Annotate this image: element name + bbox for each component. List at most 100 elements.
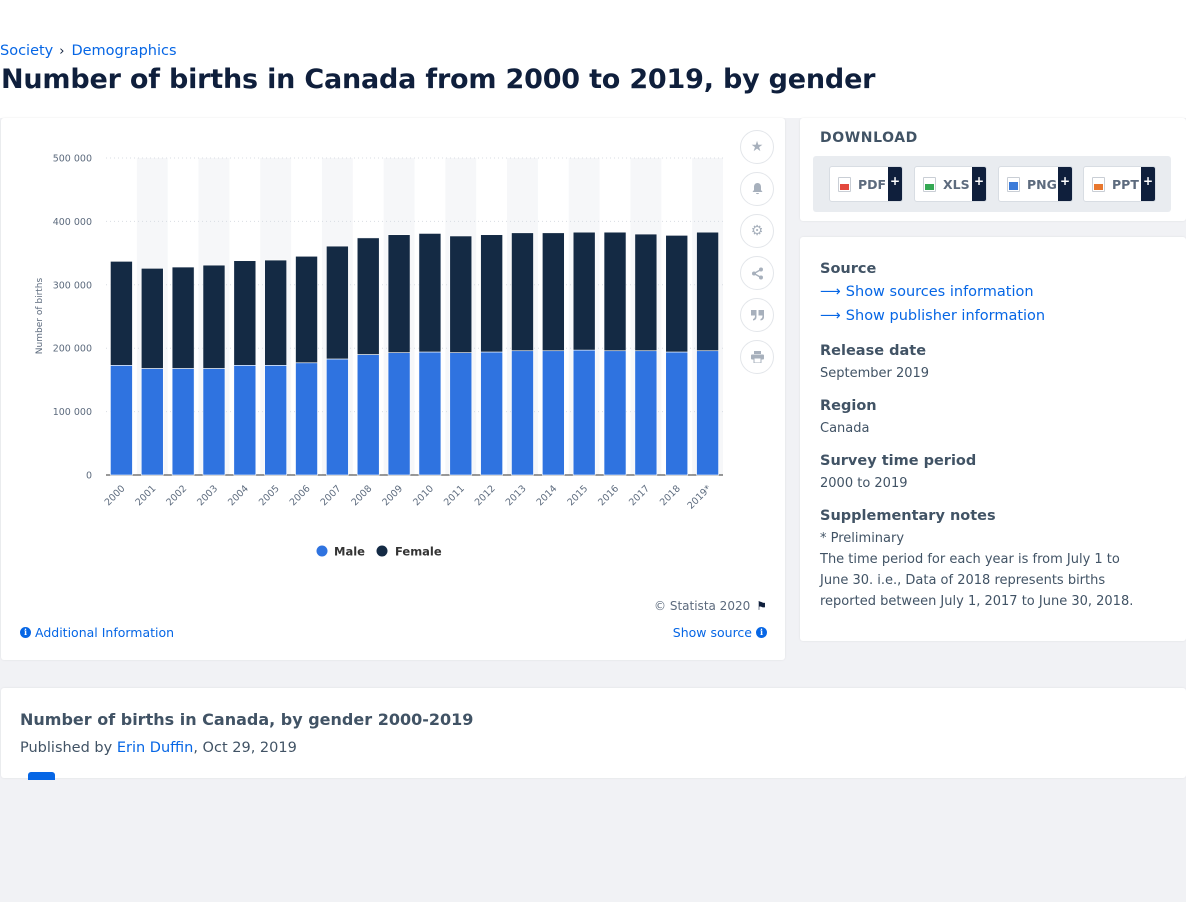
bar-male-2015[interactable] bbox=[572, 349, 596, 476]
bar-female-2014[interactable] bbox=[542, 232, 565, 352]
bar-male-2013[interactable] bbox=[511, 350, 534, 476]
bar-female-2012[interactable] bbox=[480, 234, 503, 353]
copyright: © Statista 2020 ⚑ bbox=[654, 599, 767, 613]
bar-female-2005[interactable] bbox=[264, 259, 287, 366]
y-tick-label: 300 000 bbox=[53, 280, 92, 291]
share-icon[interactable] bbox=[740, 256, 774, 290]
breadcrumb-society[interactable]: Society bbox=[0, 43, 54, 59]
arrow-right-icon: ⟶ bbox=[820, 308, 841, 324]
description-card: Number of births in Canada, by gender 20… bbox=[1, 688, 1186, 780]
bar-female-2008[interactable] bbox=[356, 237, 380, 355]
header-area bbox=[0, 0, 1186, 118]
show-publisher-link[interactable]: ⟶ Show publisher information bbox=[820, 308, 1045, 324]
bar-male-2016[interactable] bbox=[603, 350, 627, 476]
download-png-label: PNG bbox=[1027, 176, 1057, 192]
plus-icon: + bbox=[1058, 167, 1072, 201]
download-pdf-button[interactable]: PDF + bbox=[829, 166, 903, 202]
bar-male-2012[interactable] bbox=[480, 351, 503, 476]
bar-male-2011[interactable] bbox=[449, 352, 473, 476]
legend-female-label[interactable]: Female bbox=[395, 545, 442, 559]
x-tick-label: 2012 bbox=[473, 483, 498, 508]
bar-male-2017[interactable] bbox=[634, 350, 658, 476]
show-sources-label: Show sources information bbox=[845, 284, 1034, 300]
download-xls-label: XLS bbox=[943, 176, 970, 192]
bar-female-2013[interactable] bbox=[511, 232, 534, 352]
bar-male-2002[interactable] bbox=[171, 368, 195, 476]
author-link[interactable]: Erin Duffin bbox=[116, 740, 194, 756]
release-date-label: Release date bbox=[820, 343, 927, 359]
breadcrumb-separator-icon: › bbox=[59, 43, 65, 59]
y-tick-label: 500 000 bbox=[53, 154, 92, 165]
flag-icon[interactable]: ⚑ bbox=[756, 599, 767, 613]
bar-female-2015[interactable] bbox=[572, 231, 596, 351]
breadcrumb-demographics[interactable]: Demographics bbox=[71, 43, 177, 59]
bar-male-2008[interactable] bbox=[356, 354, 380, 476]
bar-male-2003[interactable] bbox=[202, 368, 226, 476]
bar-male-2004[interactable] bbox=[233, 365, 257, 476]
bar-female-2018[interactable] bbox=[665, 235, 689, 353]
published-by-label: Published by bbox=[20, 740, 117, 756]
print-icon[interactable] bbox=[740, 340, 774, 374]
bar-female-2004[interactable] bbox=[233, 260, 257, 366]
star-icon[interactable]: ★ bbox=[740, 130, 774, 164]
show-sources-link[interactable]: ⟶ Show sources information bbox=[820, 284, 1034, 300]
y-tick-label: 400 000 bbox=[53, 217, 92, 228]
bar-male-2001[interactable] bbox=[140, 368, 164, 476]
bar-male-2010[interactable] bbox=[418, 351, 442, 476]
bar-female-2019[interactable] bbox=[696, 231, 719, 352]
supplementary-notes-label: Supplementary notes bbox=[820, 508, 996, 524]
download-ppt-label: PPT bbox=[1112, 176, 1139, 192]
bar-male-2014[interactable] bbox=[542, 350, 565, 476]
bar-male-2018[interactable] bbox=[665, 351, 689, 476]
x-tick-label: 2008 bbox=[349, 483, 374, 508]
x-tick-label: 2001 bbox=[134, 483, 159, 508]
bar-female-2001[interactable] bbox=[140, 268, 164, 369]
plus-icon: + bbox=[888, 167, 902, 201]
x-tick-label: 2007 bbox=[319, 483, 344, 508]
x-tick-label: 2003 bbox=[195, 483, 220, 508]
bar-male-2000[interactable] bbox=[110, 365, 133, 476]
bar-female-2016[interactable] bbox=[603, 231, 627, 352]
bar-male-2019[interactable] bbox=[696, 350, 719, 476]
bar-female-2002[interactable] bbox=[171, 266, 195, 369]
xls-file-icon bbox=[923, 176, 936, 192]
download-title: DOWNLOAD bbox=[820, 130, 918, 146]
survey-period-value: 2000 to 2019 bbox=[820, 476, 908, 491]
bar-female-2010[interactable] bbox=[418, 233, 442, 353]
download-png-button[interactable]: PNG + bbox=[998, 166, 1073, 202]
bar-female-2017[interactable] bbox=[634, 233, 658, 352]
bar-female-2011[interactable] bbox=[449, 235, 473, 353]
bar-male-2009[interactable] bbox=[387, 352, 411, 476]
bar-male-2005[interactable] bbox=[264, 365, 287, 476]
legend-male-label[interactable]: Male bbox=[334, 545, 365, 559]
x-tick-label: 2011 bbox=[442, 483, 467, 508]
x-tick-label: 2002 bbox=[164, 483, 189, 508]
bar-female-2007[interactable] bbox=[326, 245, 349, 360]
x-tick-label: 2013 bbox=[504, 483, 529, 508]
quote-icon[interactable] bbox=[740, 298, 774, 332]
notes-preliminary: * Preliminary bbox=[820, 531, 905, 546]
x-tick-label: 2019* bbox=[685, 483, 713, 511]
statistic-info-card: Source ⟶ Show sources information ⟶ Show… bbox=[800, 237, 1186, 641]
x-tick-label: 2004 bbox=[226, 483, 251, 508]
description-title: Number of births in Canada, by gender 20… bbox=[20, 710, 474, 729]
x-tick-label: 2010 bbox=[411, 483, 436, 508]
download-ppt-button[interactable]: PPT + bbox=[1083, 166, 1156, 202]
legend-male-marker bbox=[316, 545, 328, 557]
additional-information-link[interactable]: i Additional Information bbox=[20, 625, 174, 640]
png-file-icon bbox=[1007, 176, 1020, 192]
bar-female-2009[interactable] bbox=[387, 234, 411, 353]
x-tick-label: 2017 bbox=[627, 483, 652, 508]
download-xls-button[interactable]: XLS + bbox=[914, 166, 987, 202]
bar-female-2000[interactable] bbox=[110, 261, 133, 366]
bar-female-2006[interactable] bbox=[295, 255, 318, 364]
download-bar: PDF + XLS + PNG + PPT + bbox=[813, 156, 1171, 212]
region-label: Region bbox=[820, 398, 877, 414]
chart-card: 0 100 000 200 000 300 000 400 000 500 000 200… bbox=[1, 118, 785, 660]
gear-icon[interactable]: ⚙ bbox=[740, 214, 774, 248]
show-source-link[interactable]: Show source i bbox=[673, 625, 767, 640]
bar-male-2007[interactable] bbox=[326, 358, 349, 476]
bar-male-2006[interactable] bbox=[295, 362, 318, 476]
bell-icon[interactable] bbox=[740, 172, 774, 206]
bar-female-2003[interactable] bbox=[202, 264, 226, 369]
